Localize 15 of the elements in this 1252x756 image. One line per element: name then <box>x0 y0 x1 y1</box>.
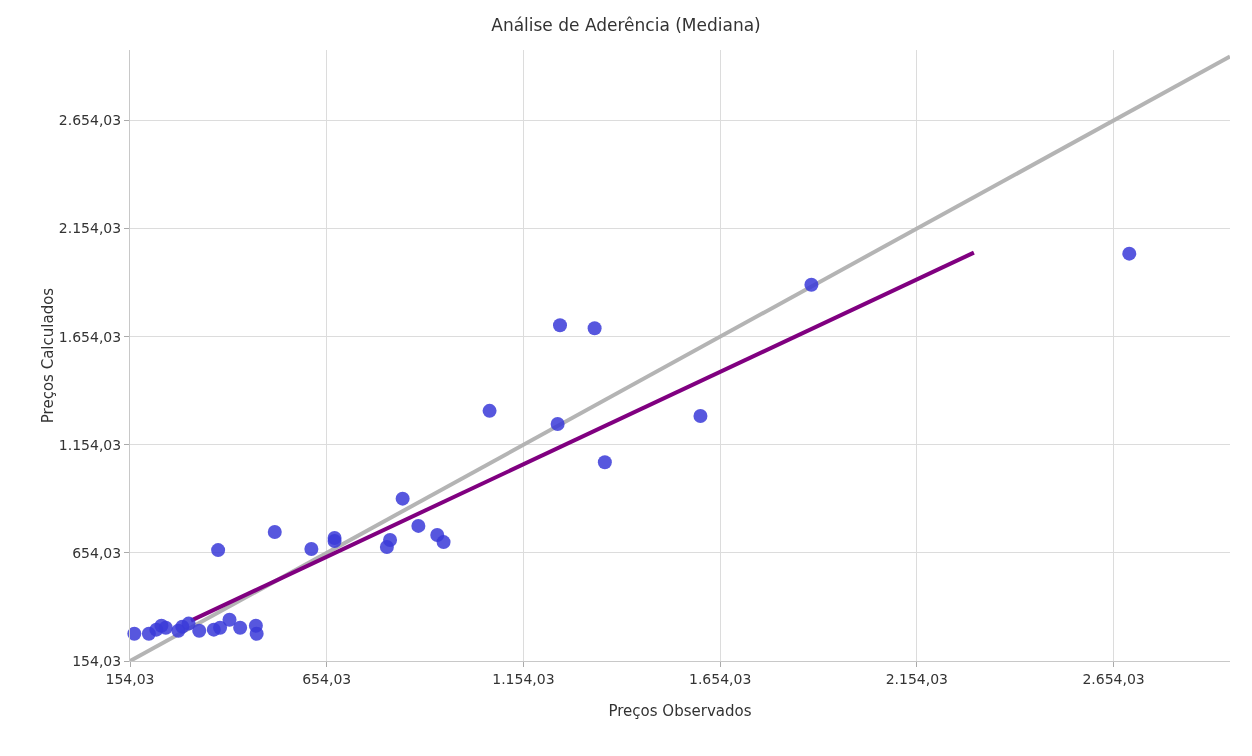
y-tick-label: 2.154,03 <box>58 220 122 237</box>
y-tick-label: 1.654,03 <box>58 328 122 345</box>
x-tick-label: 154,03 <box>105 670 155 687</box>
y-axis-title: Preços Calculados <box>38 287 57 424</box>
x-axis-title: Preços Observados <box>608 702 752 720</box>
y-tick-label: 154,03 <box>72 652 122 669</box>
x-tick-label: 2.154,03 <box>885 670 949 687</box>
y-tick-label: 654,03 <box>72 544 122 561</box>
chart-title: Análise de Aderência (Mediana) <box>491 14 761 35</box>
y-tick-label: 1.154,03 <box>58 436 122 453</box>
x-tick-label: 654,03 <box>302 670 352 687</box>
x-tick-label: 1.154,03 <box>492 670 555 687</box>
x-tick-label: 1.654,03 <box>688 670 752 687</box>
y-tick-label: 2.654,03 <box>58 112 122 129</box>
x-tick-label: 2.654,03 <box>1082 670 1145 687</box>
